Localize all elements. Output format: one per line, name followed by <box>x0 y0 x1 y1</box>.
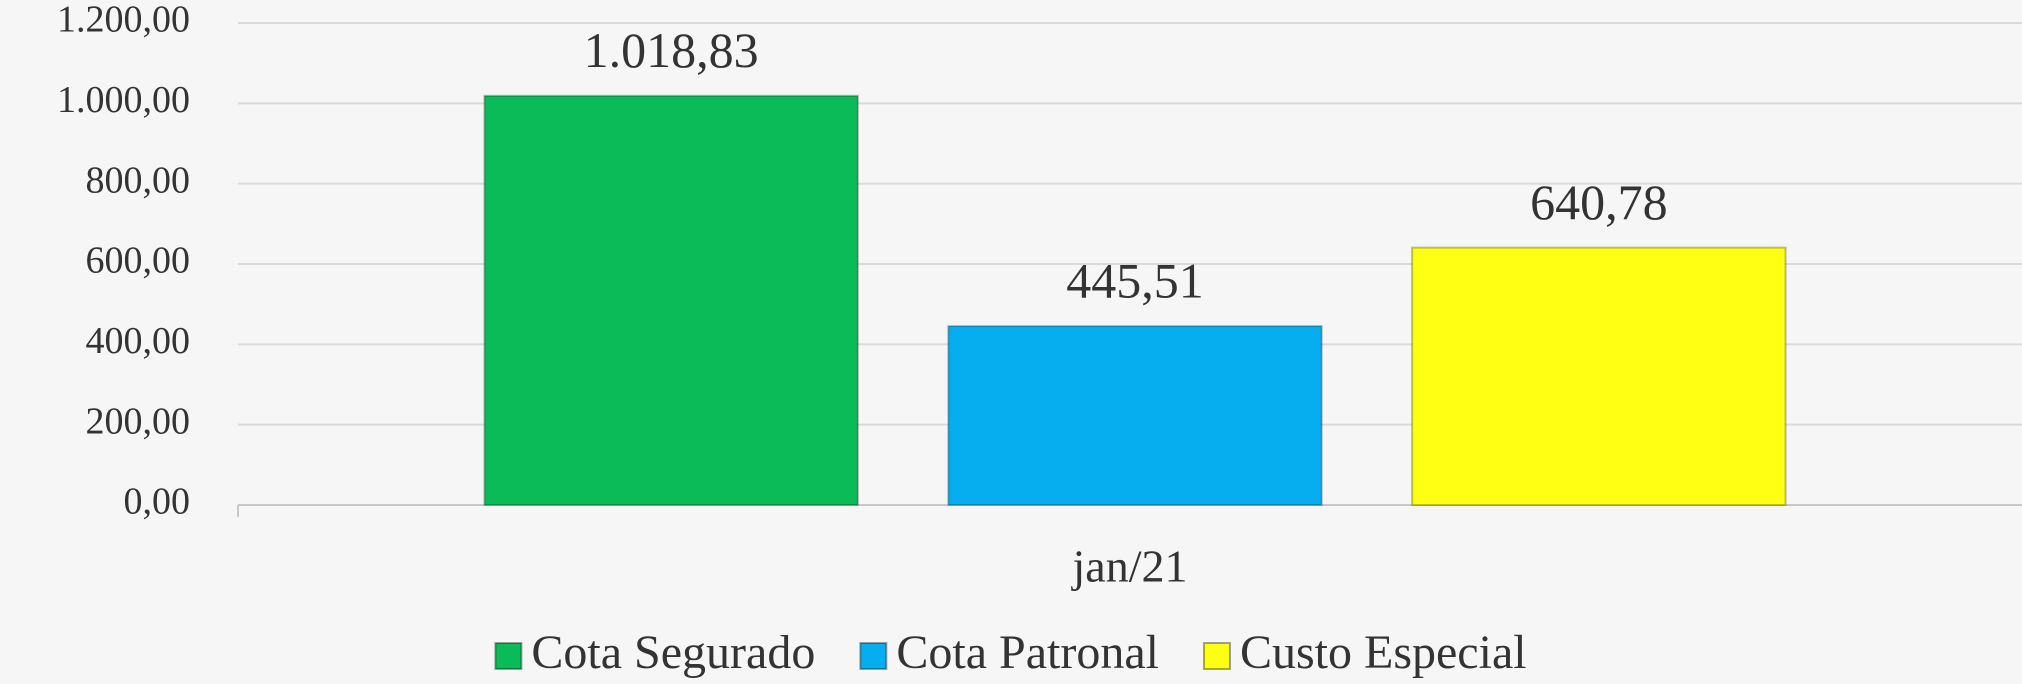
y-tick-label: 200,00 <box>86 400 191 442</box>
bar <box>483 94 859 506</box>
legend-label: Cota Patronal <box>896 626 1159 679</box>
data-label: 640,78 <box>1530 174 1668 230</box>
legend-label: Custo Especial <box>1240 626 1527 679</box>
y-tick-label: 800,00 <box>86 159 191 201</box>
legend-swatch <box>859 642 888 670</box>
y-tick-label: 0,00 <box>124 481 191 523</box>
y-tick-label: 1.200,00 <box>57 0 190 41</box>
y-tick-label: 1.000,00 <box>57 79 190 121</box>
y-tick-label: 600,00 <box>86 240 191 282</box>
x-tick-label: jan/21 <box>1071 541 1188 592</box>
bar <box>947 325 1323 507</box>
bar <box>1411 246 1787 507</box>
legend-label: Cota Segurado <box>531 626 815 679</box>
legend-swatch <box>494 642 523 670</box>
data-label: 445,51 <box>1066 253 1204 309</box>
data-label: 1.018,83 <box>584 22 759 78</box>
y-tick-label: 400,00 <box>86 320 191 362</box>
legend-swatch <box>1202 642 1231 670</box>
